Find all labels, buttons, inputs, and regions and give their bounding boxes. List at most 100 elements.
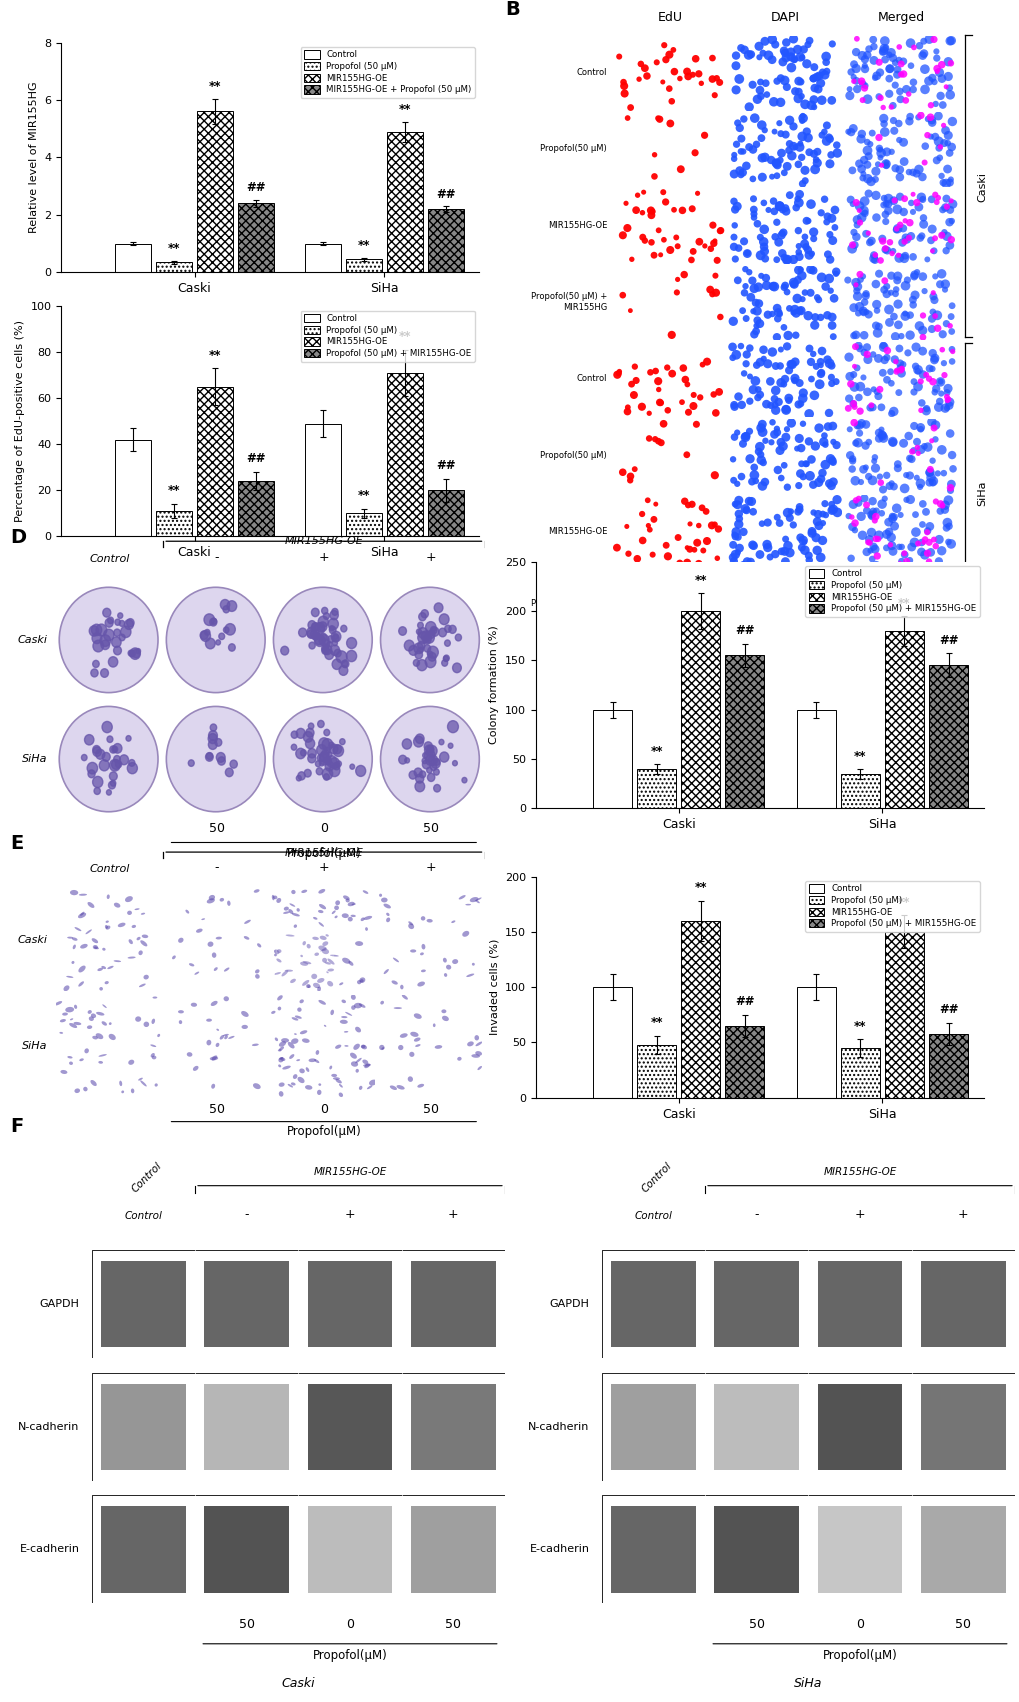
Point	[897, 225, 913, 252]
Point	[726, 521, 742, 548]
Point	[923, 65, 940, 92]
Point	[858, 497, 874, 524]
Point	[746, 320, 762, 347]
Point	[908, 429, 924, 456]
Circle shape	[427, 745, 433, 752]
Circle shape	[428, 756, 437, 766]
Circle shape	[438, 739, 443, 745]
Point	[920, 591, 936, 618]
Text: F: F	[10, 1117, 23, 1135]
Point	[817, 618, 834, 645]
Point	[860, 526, 876, 553]
Point	[908, 434, 924, 461]
Text: **: **	[694, 574, 706, 587]
Point	[755, 216, 771, 243]
Point	[820, 266, 837, 293]
Point	[841, 363, 857, 390]
Point	[870, 49, 887, 77]
Ellipse shape	[472, 963, 474, 965]
Ellipse shape	[475, 897, 481, 902]
Ellipse shape	[355, 941, 363, 946]
Point	[771, 437, 788, 465]
Point	[794, 123, 810, 150]
Ellipse shape	[121, 1091, 124, 1093]
Point	[780, 386, 796, 414]
Point	[928, 460, 945, 487]
Ellipse shape	[150, 1045, 156, 1047]
Ellipse shape	[98, 1060, 103, 1064]
Point	[915, 277, 931, 305]
Point	[786, 621, 802, 648]
Point	[931, 82, 948, 109]
Point	[943, 347, 959, 374]
Ellipse shape	[215, 1043, 219, 1047]
Point	[737, 272, 753, 300]
Text: Propofol(μM): Propofol(μM)	[821, 1649, 897, 1663]
Point	[827, 432, 844, 460]
Bar	[345, 259, 382, 272]
Point	[728, 43, 744, 70]
Point	[894, 214, 910, 242]
Ellipse shape	[396, 1086, 405, 1089]
FancyBboxPatch shape	[610, 1506, 695, 1593]
Point	[728, 340, 744, 368]
Ellipse shape	[91, 1081, 97, 1086]
FancyBboxPatch shape	[920, 1384, 1005, 1471]
Circle shape	[205, 630, 210, 635]
Point	[753, 111, 769, 138]
Point	[800, 400, 816, 427]
Ellipse shape	[322, 948, 329, 955]
Point	[823, 31, 840, 58]
Point	[643, 228, 659, 255]
Point	[874, 94, 891, 121]
Ellipse shape	[317, 979, 324, 984]
Ellipse shape	[274, 972, 280, 975]
Circle shape	[299, 628, 307, 637]
Ellipse shape	[318, 888, 325, 894]
Point	[726, 563, 742, 591]
Bar	[237, 204, 274, 272]
Point	[735, 519, 751, 546]
Circle shape	[433, 785, 440, 791]
Circle shape	[401, 739, 412, 749]
Ellipse shape	[319, 904, 326, 909]
Point	[854, 160, 870, 187]
Point	[873, 422, 890, 449]
Point	[873, 420, 890, 448]
Point	[748, 131, 764, 158]
Text: ##: ##	[247, 180, 266, 194]
Point	[823, 448, 840, 475]
Point	[745, 274, 761, 301]
Point	[803, 366, 819, 393]
Point	[756, 116, 772, 143]
Point	[725, 531, 741, 558]
Text: **: **	[358, 488, 370, 502]
Point	[693, 70, 709, 97]
Point	[845, 390, 861, 417]
Point	[884, 504, 901, 531]
Circle shape	[128, 759, 135, 766]
Point	[805, 65, 821, 92]
Circle shape	[105, 618, 113, 628]
Point	[668, 233, 685, 260]
Point	[753, 511, 769, 538]
Point	[943, 441, 959, 468]
Ellipse shape	[144, 975, 149, 979]
Point	[746, 461, 762, 488]
FancyBboxPatch shape	[817, 1384, 902, 1471]
Point	[910, 32, 926, 60]
Circle shape	[111, 637, 121, 647]
Point	[926, 553, 943, 580]
Point	[787, 322, 803, 349]
Point	[710, 378, 727, 405]
Point	[929, 184, 946, 211]
Point	[813, 337, 829, 364]
Point	[779, 245, 795, 272]
Text: **: **	[853, 751, 866, 762]
Point	[887, 49, 903, 77]
Point	[755, 228, 771, 255]
Point	[674, 197, 690, 225]
Point	[796, 167, 812, 194]
Text: **: **	[853, 1019, 866, 1033]
Point	[818, 346, 835, 373]
